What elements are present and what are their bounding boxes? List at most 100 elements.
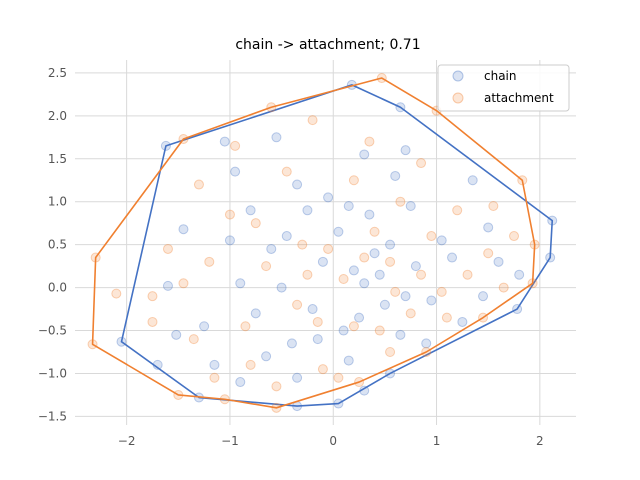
legend-box [437,64,570,112]
x-tick-label: −2 [118,434,136,448]
data-point-chain [281,231,292,242]
x-tick-label: 1 [433,434,441,448]
x-tick-label: 0 [329,434,337,448]
x-tick-label: −1 [221,434,239,448]
data-point-chain [385,239,396,250]
data-point-chain [390,170,401,181]
data-point-attachment [261,261,272,272]
y-tick-label: 0.5 [48,238,67,252]
data-point-chain [333,226,344,237]
convex-hull-attachment [91,77,536,409]
data-point-chain [271,132,282,143]
data-point-chain [359,149,370,160]
data-point-chain [292,372,303,383]
data-point-chain [323,192,334,203]
data-point-chain [250,308,261,319]
data-point-attachment [385,347,396,357]
data-point-attachment [385,256,396,267]
data-point-chain [400,291,411,302]
data-point-chain [209,359,220,370]
data-point-chain [359,278,370,289]
data-point-attachment [488,201,499,211]
y-tick-label: 1.0 [48,195,67,209]
data-point-attachment [204,256,215,267]
data-point-chain [343,201,354,211]
data-point-chain [235,377,246,388]
data-point-attachment [147,316,158,327]
data-point-attachment [302,269,313,280]
legend-label-attachment: attachment [484,91,554,105]
data-point-chain [162,280,173,291]
data-point-attachment [209,372,220,383]
legend: chain attachment [437,64,570,112]
legend-label-chain: chain [484,69,517,83]
data-point-attachment [111,288,122,299]
data-point-chain [307,304,318,315]
data-point-attachment [374,325,385,336]
data-point-attachment [390,286,401,297]
chart-title: chain -> attachment; 0.71 [235,37,420,53]
data-point-attachment [188,334,199,345]
data-point-attachment [364,136,375,147]
data-point-chain [235,278,246,289]
data-point-chain [514,269,525,280]
data-point-attachment [498,282,509,293]
data-point-attachment [230,140,241,151]
data-point-attachment [297,239,308,250]
data-point-chain [292,179,303,190]
y-tick-label: −1.0 [38,366,67,380]
data-point-chain [245,205,256,216]
data-point-attachment [416,269,427,280]
data-point-attachment [395,196,406,207]
data-point-chain [395,329,406,340]
data-point-attachment [240,321,251,332]
data-point-chain [369,248,380,259]
data-point-chain [348,265,359,276]
data-point-attachment [416,158,427,169]
data-point-chain [478,291,489,302]
data-point-chain [426,295,437,306]
data-point-attachment [405,308,416,319]
y-tick-label: −1.5 [38,409,67,423]
data-point-attachment [452,205,463,216]
data-point-chain [261,351,272,362]
data-point-attachment [441,312,452,323]
data-point-attachment [317,364,328,375]
data-point-chain [286,338,297,349]
data-point-chain [338,325,349,336]
data-point-attachment [359,252,370,263]
data-point-chain [410,261,421,272]
data-point-attachment [250,218,261,229]
data-point-chain [199,321,210,332]
data-point-chain [266,243,277,254]
data-point-chain [457,316,468,327]
data-point-attachment [509,231,520,242]
data-point-attachment [307,115,318,126]
series-layer [87,73,558,413]
data-point-chain [405,201,416,211]
data-point-chain [171,329,182,340]
data-point-chain [400,145,411,156]
data-point-chain [302,205,313,216]
data-point-attachment [193,179,204,190]
data-point-attachment [369,226,380,237]
data-point-chain [230,166,241,177]
data-point-attachment [333,372,344,383]
data-point-chain [276,282,287,293]
data-point-attachment [271,381,282,392]
data-point-chain [317,256,328,267]
data-point-attachment [462,269,473,280]
y-tick-label: 2.0 [48,109,67,123]
x-axis-ticks: −2 −1 0 1 2 [118,434,544,448]
data-point-chain [364,209,375,220]
data-point-attachment [348,175,359,186]
data-point-chain [219,136,230,147]
y-axis-ticks: −1.5 −1.0 −0.5 0.0 0.5 1.0 1.5 2.0 2.5 [38,66,67,424]
data-point-chain [178,224,189,235]
data-point-attachment [312,316,323,327]
data-point-chain [493,256,504,267]
data-point-attachment [483,248,494,259]
grid-lines [75,60,576,425]
y-tick-label: 2.5 [48,66,67,80]
